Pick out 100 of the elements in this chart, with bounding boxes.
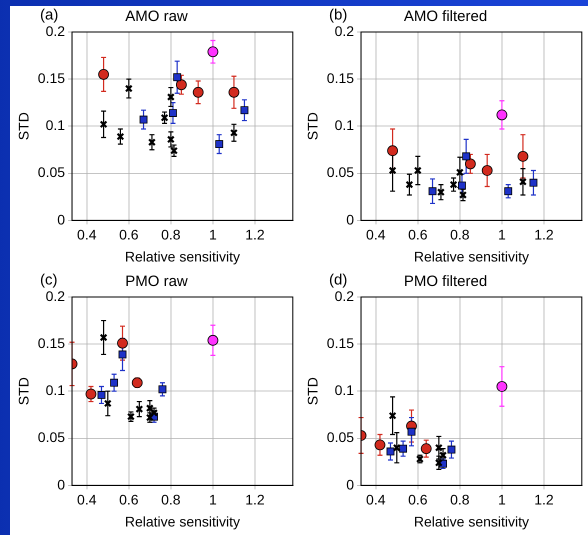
point — [399, 444, 408, 453]
point — [439, 451, 447, 460]
point — [387, 145, 398, 156]
y-tick-label: 0 — [57, 211, 66, 228]
point — [462, 152, 470, 160]
x-tick-label: 0.8 — [161, 492, 181, 508]
point — [458, 182, 466, 190]
point — [158, 385, 166, 394]
point — [450, 180, 458, 189]
y-tick-label: 0.15 — [38, 70, 66, 86]
point — [482, 165, 493, 176]
point — [104, 400, 112, 408]
point — [100, 120, 108, 128]
y-axis-title: STD — [304, 377, 320, 406]
point — [496, 109, 508, 120]
y-tick-label: 0 — [57, 476, 66, 492]
point — [408, 428, 416, 436]
point — [117, 338, 128, 349]
point — [388, 166, 397, 174]
y-tick-label: 0.1 — [46, 117, 66, 134]
x-tick-label: 1 — [209, 492, 218, 508]
text: (c) — [40, 272, 58, 289]
point — [240, 106, 248, 114]
point — [124, 84, 133, 92]
point — [140, 116, 148, 124]
x-tick-label: 0.6 — [119, 492, 139, 508]
point — [208, 334, 218, 346]
point — [428, 187, 436, 196]
point — [530, 178, 538, 187]
point — [116, 132, 124, 140]
point — [100, 334, 108, 342]
y-tick-label: 0.2 — [334, 288, 354, 304]
x-tick-label: 1.2 — [534, 492, 554, 508]
point — [388, 412, 397, 420]
y-axis-title: STD — [304, 112, 320, 140]
chart-title: PMO raw — [125, 273, 188, 290]
y-tick-label: 0 — [346, 211, 354, 228]
x-tick-label: 1 — [498, 492, 506, 508]
point — [208, 46, 218, 58]
x-tick-label: 0.4 — [77, 492, 97, 508]
point — [98, 391, 106, 399]
point — [118, 350, 126, 358]
chart-title: AMO raw — [125, 8, 188, 26]
text: (a) — [40, 6, 58, 24]
point — [160, 114, 168, 122]
point — [170, 146, 178, 155]
x-axis-title: Relative sensitivity — [124, 248, 240, 264]
x-axis-title: Relative sensitivity — [414, 513, 529, 530]
point — [374, 439, 386, 450]
point — [169, 109, 177, 117]
text: (d) — [329, 272, 348, 289]
y-tick-label: 0.1 — [334, 117, 354, 134]
x-tick-label: 0.6 — [119, 226, 139, 243]
x-tick-label: 0.8 — [450, 226, 470, 243]
x-tick-label: 1 — [209, 226, 218, 243]
point — [504, 187, 512, 196]
y-tick-label: 0.05 — [38, 429, 66, 446]
point — [518, 150, 528, 162]
point — [386, 448, 394, 456]
point — [135, 405, 144, 414]
point — [434, 458, 443, 467]
point — [519, 178, 527, 186]
point — [420, 443, 432, 454]
y-axis-title: STD — [15, 377, 32, 406]
point — [98, 68, 109, 80]
y-tick-label: 0.2 — [46, 22, 66, 39]
x-tick-label: 0.6 — [408, 492, 428, 508]
point — [228, 86, 240, 98]
point — [496, 381, 508, 392]
point — [464, 158, 476, 170]
y-tick-label: 0 — [346, 476, 354, 492]
point — [166, 93, 175, 101]
chart-title: AMO filtered — [404, 8, 488, 26]
point — [405, 180, 414, 189]
chart-title: PMO filtered — [404, 273, 488, 290]
y-tick-label: 0.1 — [334, 382, 354, 398]
text: (b) — [329, 6, 348, 24]
point — [448, 446, 456, 454]
y-tick-label: 0.2 — [334, 22, 354, 39]
y-axis-title: STD — [15, 112, 32, 140]
x-tick-label: 1.2 — [534, 226, 554, 243]
x-axis-title: Relative sensitivity — [124, 513, 240, 530]
y-tick-label: 0.05 — [326, 164, 354, 180]
point — [166, 135, 175, 144]
point — [110, 378, 118, 387]
y-tick-label: 0.15 — [326, 334, 354, 351]
x-axis-title: Relative sensitivity — [414, 248, 529, 264]
point — [86, 388, 96, 400]
point — [434, 444, 443, 452]
x-tick-label: 0.8 — [450, 492, 470, 508]
x-tick-label: 1 — [498, 226, 506, 243]
point — [148, 138, 156, 146]
y-tick-label: 0.05 — [38, 164, 66, 180]
point — [456, 168, 464, 176]
x-tick-label: 0.4 — [366, 492, 386, 508]
y-tick-label: 0.15 — [326, 70, 354, 86]
x-tick-label: 1.2 — [245, 226, 265, 243]
point — [173, 73, 182, 82]
x-tick-label: 0.4 — [366, 226, 386, 243]
point — [132, 377, 143, 388]
